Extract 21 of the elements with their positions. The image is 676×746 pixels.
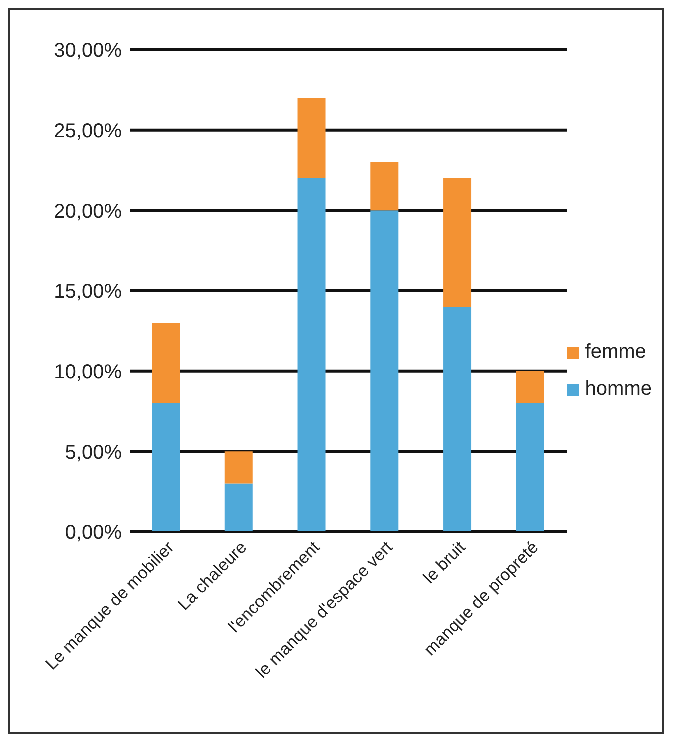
y-tick-label: 20,00% xyxy=(54,200,122,223)
bar xyxy=(370,210,399,532)
bar xyxy=(516,371,544,404)
bar xyxy=(224,484,253,532)
bar xyxy=(152,403,180,532)
y-tick-label: 0,00% xyxy=(65,522,122,544)
bar xyxy=(298,98,326,179)
legend-label: homme xyxy=(585,378,652,401)
bar xyxy=(370,162,399,211)
y-tick-label: 25,00% xyxy=(54,120,122,142)
legend-label: femme xyxy=(585,341,646,364)
bar xyxy=(298,178,326,532)
y-tick-label: 30,00% xyxy=(54,40,122,62)
y-tick-label: 15,00% xyxy=(54,281,122,304)
y-tick-label: 10,00% xyxy=(54,361,122,384)
bar xyxy=(152,323,180,404)
bar xyxy=(516,403,544,532)
bar xyxy=(444,307,472,532)
bar xyxy=(444,178,472,308)
bar xyxy=(224,452,253,484)
y-tick-label: 5,00% xyxy=(65,442,122,464)
